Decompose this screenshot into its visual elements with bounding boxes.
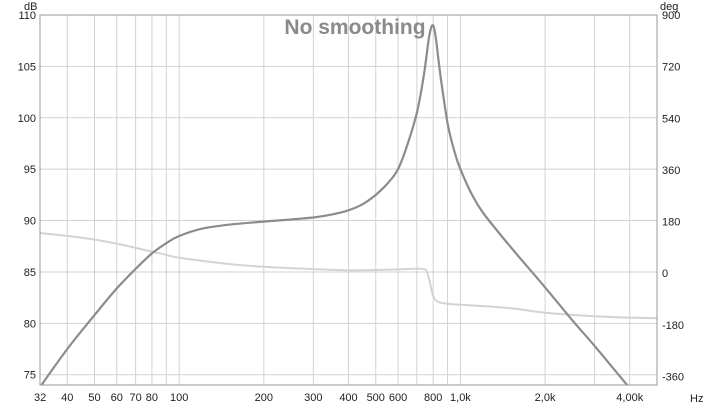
plot-frame — [39, 14, 658, 386]
chart-title: No smoothing — [284, 16, 425, 39]
x-tick-label: 2,0k — [535, 392, 556, 404]
y-left-tick-label: 85 — [24, 267, 36, 279]
y-left-tick-label: 90 — [24, 216, 36, 228]
x-unit-label: Hz — [690, 393, 703, 405]
x-tick-label: 200 — [255, 392, 273, 404]
grid-lines — [40, 15, 657, 385]
x-tick-label: 32 — [34, 392, 46, 404]
y-left-tick-label: 75 — [24, 370, 36, 382]
y-right-tick-label: 0 — [662, 268, 668, 280]
y-right-unit-label: deg — [660, 1, 678, 13]
y-right-tick-label: -180 — [662, 320, 684, 332]
y-right-tick-label: -360 — [662, 371, 684, 383]
x-tick-label: 50 — [88, 392, 100, 404]
axis-labels: 32 40 50 60 70 80 100 200 300 400 500 600 800 1,0k 2,0… — [18, 10, 684, 404]
y-right-tick-label: 900 — [662, 10, 680, 22]
x-tick-label: 4,00k — [616, 392, 643, 404]
x-tick-label: 500 — [367, 392, 385, 404]
y-left-tick-label: 100 — [18, 113, 36, 125]
y-left-tick-label: 105 — [18, 61, 36, 73]
y-left-tick-label: 110 — [18, 10, 36, 22]
phase-curve — [40, 232, 657, 320]
x-tick-label: 800 — [424, 392, 442, 404]
x-tick-label: 80 — [146, 392, 158, 404]
x-tick-label: 60 — [111, 392, 123, 404]
y-left-tick-label: 80 — [24, 318, 36, 330]
series-layer — [40, 24, 657, 385]
x-tick-label: 40 — [61, 392, 73, 404]
x-tick-label: 400 — [339, 392, 357, 404]
y-right-tick-label: 540 — [662, 113, 680, 125]
x-tick-label: 100 — [170, 392, 188, 404]
y-left-tick-label: 95 — [24, 164, 36, 176]
x-tick-label: 600 — [389, 392, 407, 404]
magnitude-curve — [40, 24, 629, 385]
y-right-tick-label: 360 — [662, 165, 680, 177]
y-right-tick-label: 720 — [662, 62, 680, 74]
x-tick-label: 70 — [129, 392, 141, 404]
x-tick-label: 300 — [304, 392, 322, 404]
y-right-tick-label: 180 — [662, 217, 680, 229]
y-left-unit-label: dB — [24, 1, 37, 13]
x-tick-label: 1,0k — [450, 392, 471, 404]
